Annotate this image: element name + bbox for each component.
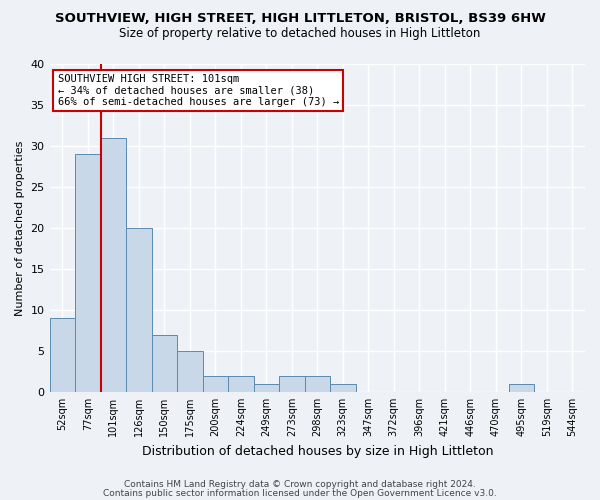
Bar <box>177 351 203 392</box>
X-axis label: Distribution of detached houses by size in High Littleton: Distribution of detached houses by size … <box>142 444 493 458</box>
Bar <box>305 376 330 392</box>
Bar <box>330 384 356 392</box>
Bar <box>126 228 152 392</box>
Text: Contains HM Land Registry data © Crown copyright and database right 2024.: Contains HM Land Registry data © Crown c… <box>124 480 476 489</box>
Y-axis label: Number of detached properties: Number of detached properties <box>15 140 25 316</box>
Text: Contains public sector information licensed under the Open Government Licence v3: Contains public sector information licen… <box>103 490 497 498</box>
Bar <box>152 334 177 392</box>
Bar <box>50 318 75 392</box>
Bar <box>279 376 305 392</box>
Bar <box>75 154 101 392</box>
Bar <box>254 384 279 392</box>
Text: SOUTHVIEW HIGH STREET: 101sqm
← 34% of detached houses are smaller (38)
66% of s: SOUTHVIEW HIGH STREET: 101sqm ← 34% of d… <box>58 74 339 107</box>
Bar <box>101 138 126 392</box>
Bar <box>203 376 228 392</box>
Bar <box>228 376 254 392</box>
Text: Size of property relative to detached houses in High Littleton: Size of property relative to detached ho… <box>119 28 481 40</box>
Bar <box>509 384 534 392</box>
Text: SOUTHVIEW, HIGH STREET, HIGH LITTLETON, BRISTOL, BS39 6HW: SOUTHVIEW, HIGH STREET, HIGH LITTLETON, … <box>55 12 545 26</box>
